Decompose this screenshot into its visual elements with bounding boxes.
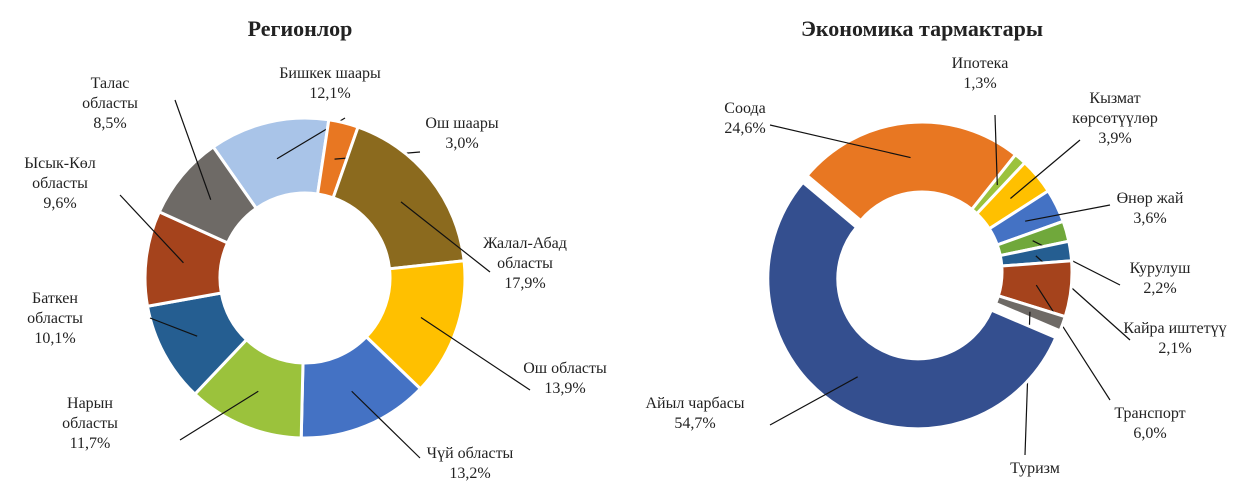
slice-label: Өнөр жай <box>1117 190 1184 207</box>
donut-slice <box>766 180 1058 431</box>
donut-slice <box>157 144 259 245</box>
slice-label: Айыл чарбасы <box>645 395 744 412</box>
donut-slice <box>804 120 1018 223</box>
value-label: 3,6% <box>1133 210 1166 227</box>
leader-line <box>1025 204 1111 222</box>
value-label: 3,9% <box>1098 130 1131 147</box>
value-label: 11,7% <box>70 435 111 452</box>
slice-label: Курулуш <box>1130 260 1192 277</box>
value-label: 13,9% <box>544 380 585 397</box>
value-label: 1,3% <box>963 75 996 92</box>
slice-label: Туризм <box>1010 460 1060 477</box>
slice-label: Кызмат көрсөтүүлөр <box>1072 90 1158 127</box>
slice-label: Ысык-Көл областы <box>24 155 96 192</box>
value-label: 2,2% <box>1143 280 1176 297</box>
leader-line <box>769 124 911 159</box>
leader-line <box>179 390 259 441</box>
slice-label: Транспорт <box>1114 405 1185 422</box>
leader-line <box>994 114 998 186</box>
slice-label: Нарын областы <box>62 395 118 432</box>
slice-label: Ипотека <box>952 55 1009 72</box>
slice-label: Бишкек шаары <box>279 65 381 82</box>
value-label: 10,1% <box>34 330 75 347</box>
value-label: 12,1% <box>309 85 350 102</box>
donut-slice <box>331 125 466 271</box>
leader-line <box>420 317 531 391</box>
leader-line <box>1035 284 1111 401</box>
leader-line <box>119 194 184 264</box>
value-label: 3,0% <box>445 135 478 152</box>
value-label: 17,9% <box>504 275 545 292</box>
value-label: 6,0% <box>1133 425 1166 442</box>
value-label: 9,6% <box>43 195 76 212</box>
leader-line <box>149 317 198 337</box>
leader-line <box>769 376 858 426</box>
slice-label: Соода <box>724 100 765 117</box>
value-label: 24,6% <box>724 120 765 137</box>
slice-label: Кайра иштетүү <box>1123 320 1226 337</box>
chart-title: Регионлор <box>248 16 353 41</box>
slice-label: Ош шаары <box>425 115 498 132</box>
value-label: 8,5% <box>93 115 126 132</box>
value-label: 13,2% <box>449 465 490 482</box>
leader-line <box>351 390 421 459</box>
slice-label: Жалал-Абад областы <box>483 235 567 272</box>
value-label: 54,7% <box>674 415 715 432</box>
value-label: 2,1% <box>1158 340 1191 357</box>
leader-line <box>174 99 212 200</box>
slice-label: Талас областы <box>82 75 138 112</box>
slice-label: Ош областы <box>523 360 607 377</box>
leader-line <box>1010 139 1081 199</box>
slice-label: Чүй областы <box>427 445 514 462</box>
chart-title: Экономика тармактары <box>801 16 1043 41</box>
leader-line <box>400 201 491 273</box>
slice-label: Баткен областы <box>27 290 83 327</box>
